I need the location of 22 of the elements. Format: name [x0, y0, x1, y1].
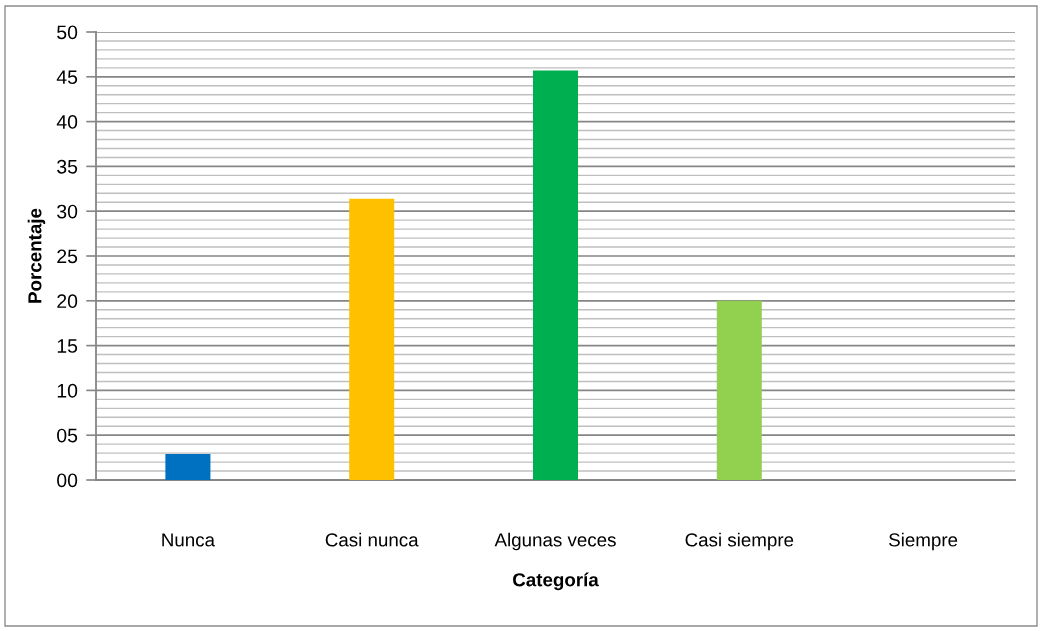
- bar: [532, 70, 579, 480]
- y-tick-label: 45: [56, 70, 78, 85]
- y-tick-label: 10: [57, 383, 78, 398]
- y-tick-label: 40: [56, 115, 78, 129]
- bar: [165, 454, 211, 480]
- y-tick-label: 05: [57, 428, 78, 443]
- x-tick-label: Algunas veces: [494, 532, 616, 551]
- x-tick-label: Nunca: [162, 533, 215, 547]
- x-tick-label: Siempre: [889, 532, 958, 551]
- y-tick-label: 20: [57, 294, 78, 309]
- x-tick-label: Casi nunca: [325, 532, 419, 547]
- y-tick-label: 00: [57, 473, 78, 488]
- y-tick-label: 50: [57, 25, 78, 40]
- y-tick-label: 15: [57, 339, 78, 353]
- x-tick-label: Casi siempre: [685, 532, 794, 551]
- y-tick-label: 30: [57, 204, 78, 219]
- y-tick-label: 35: [57, 159, 78, 174]
- x-axis-title: Categoría: [513, 572, 599, 591]
- y-axis-title: Porcentaje: [27, 208, 46, 303]
- bar: [716, 300, 762, 480]
- y-tick-label: 25: [57, 249, 78, 264]
- bar: [349, 198, 395, 480]
